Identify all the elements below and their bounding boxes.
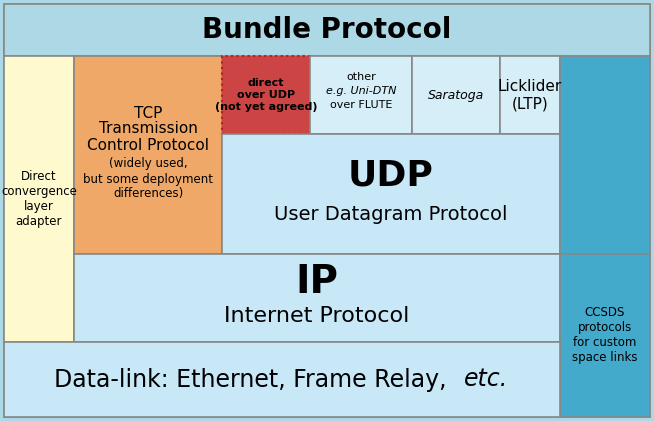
Text: direct
over UDP
(not yet agreed): direct over UDP (not yet agreed) xyxy=(215,78,317,112)
Text: CCSDS
protocols
for custom
space links: CCSDS protocols for custom space links xyxy=(572,306,638,365)
Bar xyxy=(560,56,650,254)
Bar xyxy=(560,254,650,417)
Text: IP: IP xyxy=(296,263,339,301)
Bar xyxy=(4,4,650,56)
Text: over FLUTE: over FLUTE xyxy=(330,100,392,110)
Bar xyxy=(74,254,560,342)
Text: Data-link: Ethernet, Frame Relay,: Data-link: Ethernet, Frame Relay, xyxy=(54,368,454,392)
Text: Bundle Protocol: Bundle Protocol xyxy=(202,16,452,44)
Bar xyxy=(412,56,500,134)
Text: Licklider
(LTP): Licklider (LTP) xyxy=(498,79,562,111)
Text: (widely used,
but some deployment
differences): (widely used, but some deployment differ… xyxy=(83,157,213,200)
Text: other: other xyxy=(346,72,376,82)
Bar xyxy=(74,56,222,254)
Text: Transmission
Control Protocol: Transmission Control Protocol xyxy=(87,121,209,153)
Bar xyxy=(310,56,412,134)
Text: User Datagram Protocol: User Datagram Protocol xyxy=(274,205,508,224)
Text: e.g. Uni-DTN: e.g. Uni-DTN xyxy=(326,86,396,96)
Text: Internet Protocol: Internet Protocol xyxy=(224,306,409,326)
Bar xyxy=(222,56,310,134)
Text: etc.: etc. xyxy=(464,368,508,392)
Bar xyxy=(500,56,560,134)
Text: TCP: TCP xyxy=(134,106,162,120)
Text: UDP: UDP xyxy=(348,159,434,193)
Bar xyxy=(222,134,560,254)
Text: Direct
convergence
layer
adapter: Direct convergence layer adapter xyxy=(1,170,77,228)
Text: Saratoga: Saratoga xyxy=(428,88,484,101)
Bar xyxy=(4,56,74,342)
Bar xyxy=(4,342,560,417)
